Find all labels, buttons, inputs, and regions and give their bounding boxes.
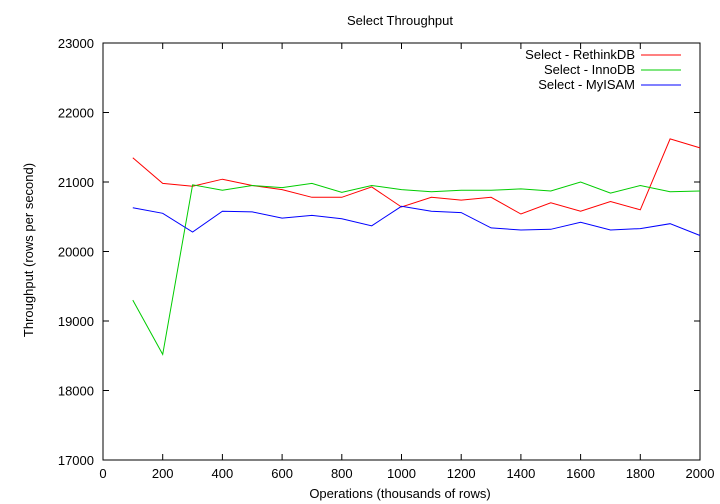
series-line-1: [132, 138, 701, 215]
legend-label-3: Select - MyISAM: [538, 77, 635, 92]
y-tick-label: 17000: [58, 453, 94, 468]
x-axis-label: Operations (thousands of rows): [309, 486, 490, 501]
y-tick-label: 19000: [58, 314, 94, 329]
series-line-2: [132, 181, 701, 356]
x-tick-label: 800: [331, 466, 353, 481]
x-tick-label: 1000: [387, 466, 416, 481]
legend-label-2: Select - InnoDB: [544, 62, 635, 77]
x-tick-label: 1600: [566, 466, 595, 481]
x-tick-label: 2000: [686, 466, 715, 481]
y-tick-label: 23000: [58, 36, 94, 51]
x-tick-label: 0: [99, 466, 106, 481]
x-tick-label: 1800: [626, 466, 655, 481]
chart-title: Select Throughput: [347, 13, 453, 28]
x-tick-label: 200: [152, 466, 174, 481]
x-tick-label: 1200: [447, 466, 476, 481]
y-tick-label: 20000: [58, 245, 94, 260]
y-tick-label: 21000: [58, 175, 94, 190]
series-line-3: [132, 205, 701, 236]
plot-frame: [102, 42, 701, 461]
x-tick-label: 600: [271, 466, 293, 481]
x-tick-label: 400: [212, 466, 234, 481]
y-tick-label: 22000: [58, 106, 94, 121]
legend-label-1: Select - RethinkDB: [525, 47, 635, 62]
y-axis-label: Throughput (rows per second): [21, 163, 36, 337]
x-tick-label: 1400: [506, 466, 535, 481]
y-tick-label: 18000: [58, 384, 94, 399]
